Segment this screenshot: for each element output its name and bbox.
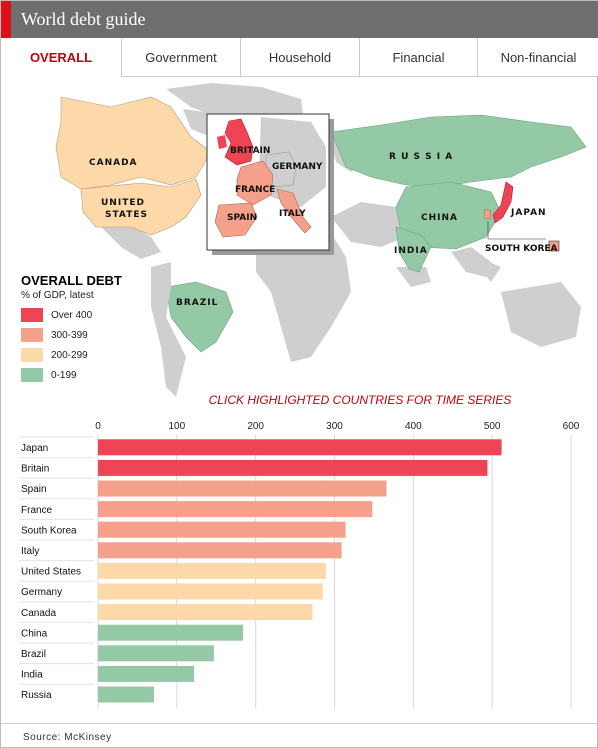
x-tick-label: 500 xyxy=(484,421,501,432)
country-japan[interactable] xyxy=(492,181,514,224)
country-brazil[interactable] xyxy=(165,281,234,353)
country-britain[interactable] xyxy=(224,118,254,166)
tab-overall[interactable]: OVERALL xyxy=(1,38,122,77)
legend-label: 200-299 xyxy=(51,349,88,361)
tab-financial[interactable]: Financial xyxy=(360,38,478,77)
x-tick-label: 100 xyxy=(168,421,185,432)
label-china: CHINA xyxy=(421,213,458,223)
label-south-korea: SOUTH KOREA xyxy=(485,244,558,254)
tab-bar: OVERALL Government Household Financial N… xyxy=(1,38,598,77)
country-spain[interactable] xyxy=(214,202,258,238)
category-label: Brazil xyxy=(21,649,46,660)
tab-household[interactable]: Household xyxy=(241,38,360,77)
bar[interactable] xyxy=(98,583,323,600)
category-label: South Korea xyxy=(21,525,77,536)
bar[interactable] xyxy=(98,480,387,497)
legend: OVERALL DEBT % of GDP, latest Over 400 3… xyxy=(21,273,122,385)
header-accent xyxy=(1,1,11,38)
debt-bar-chart: 0 100 200 300 400 500 600 Japan Britain Spain Fran… xyxy=(19,421,580,709)
tab-non-financial[interactable]: Non-financial xyxy=(478,38,598,77)
category-label: China xyxy=(21,628,48,639)
label-france: FRANCE xyxy=(235,185,275,195)
source-note: Source: McKinsey xyxy=(1,723,598,748)
x-tick-label: 300 xyxy=(326,421,343,432)
label-spain: SPAIN xyxy=(227,213,257,223)
legend-label: Over 400 xyxy=(51,309,93,321)
label-united: UNITED xyxy=(101,198,145,208)
category-label: Japan xyxy=(21,443,48,454)
bar[interactable] xyxy=(98,459,488,476)
x-tick-label: 0 xyxy=(95,421,101,432)
category-label: United States xyxy=(21,567,81,578)
label-italy: ITALY xyxy=(279,209,306,219)
legend-swatch xyxy=(21,368,43,382)
legend-swatch xyxy=(21,328,43,342)
tab-government[interactable]: Government xyxy=(122,38,241,77)
country-china[interactable] xyxy=(395,181,502,250)
legend-subtitle: % of GDP, latest xyxy=(21,290,94,301)
legend-swatch xyxy=(21,348,43,362)
world-map: CANADA UNITED STATES BRAZIL R U S S I A … xyxy=(55,83,587,397)
bar[interactable] xyxy=(98,521,346,538)
label-britain: BRITAIN xyxy=(230,146,270,156)
bar[interactable] xyxy=(98,542,342,559)
country-india[interactable] xyxy=(395,226,432,273)
category-label: Germany xyxy=(21,587,62,598)
label-brazil: BRAZIL xyxy=(176,298,218,308)
legend-item: 300-399 xyxy=(21,325,122,345)
south-korea-marker[interactable] xyxy=(548,240,560,252)
category-label: India xyxy=(21,670,43,681)
legend-item: Over 400 xyxy=(21,305,122,325)
legend-label: 300-399 xyxy=(51,329,88,341)
category-label: France xyxy=(21,505,53,516)
header-bar: World debt guide xyxy=(1,1,598,38)
label-germany: GERMANY xyxy=(272,162,323,172)
x-tick-label: 400 xyxy=(405,421,422,432)
category-label: Italy xyxy=(21,546,39,557)
category-label: Canada xyxy=(21,608,56,619)
legend-title: OVERALL DEBT xyxy=(21,273,122,288)
label-russia: R U S S I A xyxy=(389,152,453,162)
bar[interactable] xyxy=(98,686,154,703)
bar[interactable] xyxy=(98,665,195,682)
category-label: Russia xyxy=(21,690,52,701)
europe-countries xyxy=(214,117,326,238)
label-canada: CANADA xyxy=(89,158,138,168)
x-tick-label: 600 xyxy=(563,421,580,432)
country-united-states[interactable] xyxy=(80,178,202,236)
country-russia[interactable] xyxy=(330,114,587,188)
bar[interactable] xyxy=(98,562,326,579)
country-south-korea[interactable] xyxy=(483,208,492,220)
bar[interactable] xyxy=(98,439,502,456)
bar[interactable] xyxy=(98,645,214,662)
country-france[interactable] xyxy=(236,160,274,206)
bar[interactable] xyxy=(98,501,373,518)
label-states: STATES xyxy=(105,210,148,220)
label-japan: JAPAN xyxy=(510,208,547,218)
category-label: Spain xyxy=(21,484,47,495)
country-italy[interactable] xyxy=(276,188,312,234)
bar[interactable] xyxy=(98,624,244,641)
page-title: World debt guide xyxy=(21,9,146,29)
legend-item: 200-299 xyxy=(21,345,122,365)
bar[interactable] xyxy=(98,604,313,621)
legend-item: 0-199 xyxy=(21,365,122,385)
legend-swatch xyxy=(21,308,43,322)
time-series-hint[interactable]: CLICK HIGHLIGHTED COUNTRIES FOR TIME SER… xyxy=(208,393,512,407)
x-tick-label: 200 xyxy=(247,421,264,432)
label-india: INDIA xyxy=(394,246,428,256)
legend-label: 0-199 xyxy=(51,369,77,381)
category-label: Britain xyxy=(21,464,49,475)
country-canada[interactable] xyxy=(55,96,212,190)
